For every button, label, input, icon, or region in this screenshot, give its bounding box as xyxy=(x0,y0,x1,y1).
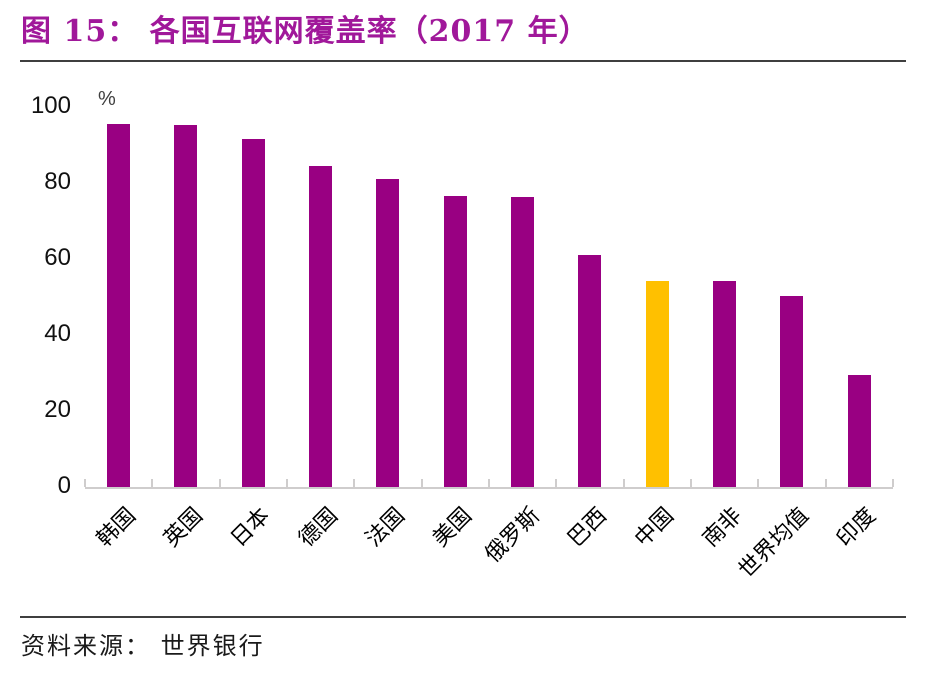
bar-日本 xyxy=(241,139,265,487)
chart-title: 图 15： 各国互联网覆盖率（2017 年） xyxy=(21,14,590,49)
y-axis-label-60: 60 xyxy=(44,244,71,271)
bar-世界均值 xyxy=(780,296,804,487)
bar-slot-5: 法国 xyxy=(354,107,421,552)
bar-法国 xyxy=(376,179,400,487)
bar-slot-7: 俄罗斯 xyxy=(480,107,556,568)
x-axis-label-法国: 法国 xyxy=(361,503,410,553)
y-axis-label-20: 20 xyxy=(44,396,71,423)
bar-slot-6: 美国 xyxy=(422,107,489,552)
x-axis-tick xyxy=(622,479,625,487)
x-axis-tick xyxy=(84,479,86,487)
x-axis-tick xyxy=(353,479,356,487)
x-axis-tick xyxy=(690,479,692,487)
y-axis-label-100: 100 xyxy=(30,92,71,119)
bar-slot-9: 中国 xyxy=(624,107,691,552)
bar-俄罗斯 xyxy=(511,197,535,487)
source-note: 资料来源： 世界银行 xyxy=(21,632,265,660)
x-axis-tick xyxy=(286,479,288,487)
x-axis-label-俄罗斯: 俄罗斯 xyxy=(480,503,545,568)
x-axis-label-巴西: 巴西 xyxy=(563,503,612,553)
bar-美国 xyxy=(443,195,467,487)
x-axis-label-中国: 中国 xyxy=(630,503,680,553)
x-axis-tick xyxy=(555,479,558,487)
bar-slot-1: 韩国 xyxy=(85,107,152,552)
y-axis-label-40: 40 xyxy=(44,320,71,347)
bar-slot-12: 印度 xyxy=(826,107,893,552)
bar-slot-10: 南非 xyxy=(691,107,758,552)
x-axis-label-美国: 美国 xyxy=(428,503,478,553)
bottom-divider-line xyxy=(20,616,906,618)
bar-印度 xyxy=(847,374,871,487)
x-axis-label-德国: 德国 xyxy=(293,503,343,553)
y-axis-label-80: 80 xyxy=(44,168,71,195)
bar-韩国 xyxy=(107,124,131,487)
x-axis-label-日本: 日本 xyxy=(226,503,276,553)
bar-slot-11: 世界均值 xyxy=(734,107,825,583)
bar-德国 xyxy=(309,165,333,487)
bar-南非 xyxy=(713,281,737,487)
y-axis-unit-label: % xyxy=(98,88,116,110)
x-axis-label-印度: 印度 xyxy=(832,503,882,553)
bar-中国 xyxy=(645,280,669,487)
plot-area: % 韩国 英国 日本 德国 法国 美国 俄罗斯 巴西 中国 南非 世界均值 印度 0 20 40 60 80 10… xyxy=(31,88,894,583)
x-axis-label-世界均值: 世界均值 xyxy=(733,503,814,584)
y-axis-label-0: 0 xyxy=(57,472,71,499)
bar-slot-4: 德国 xyxy=(287,107,354,552)
x-axis-tick xyxy=(420,479,423,487)
x-axis-label-英国: 英国 xyxy=(159,503,208,553)
x-axis-label-南非: 南非 xyxy=(697,503,747,553)
bar-英国 xyxy=(174,125,198,487)
top-divider-line xyxy=(20,60,906,62)
x-axis-tick xyxy=(824,479,827,487)
x-axis-tick xyxy=(488,479,490,487)
bar-slot-2: 英国 xyxy=(152,107,219,552)
x-axis-label-韩国: 韩国 xyxy=(91,503,141,553)
bar-巴西 xyxy=(578,255,602,487)
bar-slot-8: 巴西 xyxy=(556,107,623,552)
x-axis-tick xyxy=(892,479,894,487)
x-axis-tick xyxy=(757,479,760,487)
x-axis-tick xyxy=(151,479,154,487)
bar-slot-3: 日本 xyxy=(220,107,287,552)
x-axis-tick xyxy=(218,479,221,487)
